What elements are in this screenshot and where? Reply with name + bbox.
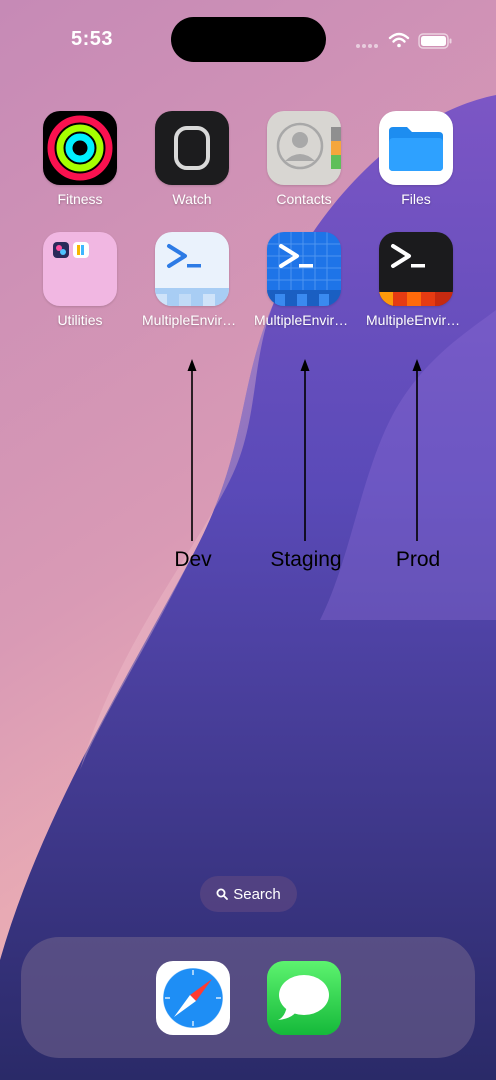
annotation-arrows: [187, 359, 422, 541]
status-icons: [355, 30, 455, 52]
apple-watch-icon: [155, 111, 229, 185]
contact-person-icon: [267, 111, 341, 185]
app-multipleenvironments-staging[interactable]: MultipleEnviron...: [254, 232, 354, 328]
app-multipleenvironments-dev[interactable]: MultipleEnviron...: [142, 232, 242, 328]
dynamic-island: [171, 17, 326, 62]
safari-compass-icon: [162, 967, 224, 1029]
status-bar: 5:53: [0, 0, 496, 80]
search-button[interactable]: Search: [200, 876, 297, 912]
app-label: Contacts: [276, 191, 332, 207]
app-label: Watch: [172, 191, 212, 207]
dock-app-safari[interactable]: [156, 961, 230, 1035]
fitness-rings-icon: [43, 111, 117, 185]
magnifier-icon: [216, 888, 229, 900]
signal-icon: [356, 44, 378, 48]
annotation-staging: Staging: [270, 548, 342, 571]
app-label: MultipleEnviron...: [366, 312, 466, 328]
app-multipleenvironments-prod[interactable]: MultipleEnviron...: [366, 232, 466, 328]
app-label: MultipleEnviron...: [254, 312, 354, 328]
app-label: Files: [401, 191, 431, 207]
dock-app-messages[interactable]: [267, 961, 341, 1035]
status-time: 5:53: [70, 28, 114, 50]
search-label: Search: [233, 885, 281, 903]
terminal-icon: [155, 232, 229, 306]
app-files[interactable]: Files: [366, 111, 466, 207]
messages-bubble-icon: [267, 961, 341, 1035]
app-label: Fitness: [57, 191, 103, 207]
battery-icon: [418, 33, 452, 49]
app-label: Utilities: [57, 312, 103, 328]
utilities-folder-icon: [43, 232, 117, 306]
terminal-icon: [379, 232, 453, 306]
app-watch[interactable]: Watch: [142, 111, 242, 207]
folder-icon: [379, 111, 453, 185]
folder-utilities[interactable]: Utilities: [30, 232, 130, 328]
annotation-prod: Prod: [395, 548, 441, 571]
dock: [21, 937, 475, 1058]
wifi-icon: [388, 32, 410, 48]
terminal-icon: [267, 232, 341, 306]
app-contacts[interactable]: Contacts: [254, 111, 354, 207]
app-label: MultipleEnviron...: [142, 312, 242, 328]
annotation-dev: Dev: [174, 548, 212, 571]
app-fitness[interactable]: Fitness: [30, 111, 130, 207]
